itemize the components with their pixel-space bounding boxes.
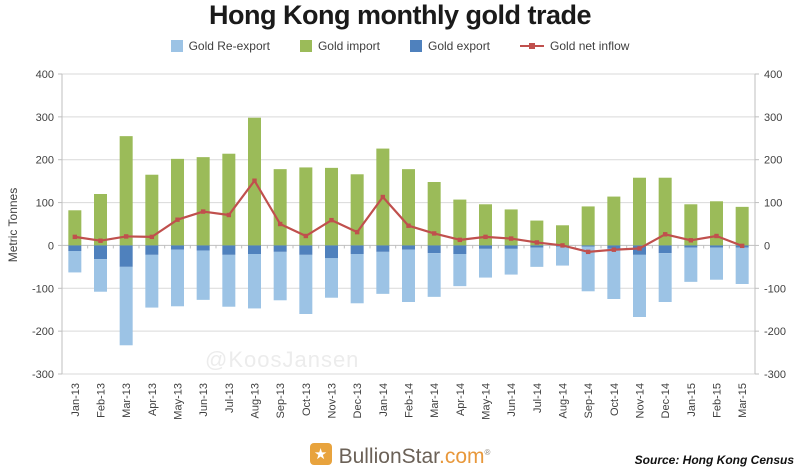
- svg-text:May-13: May-13: [173, 383, 185, 420]
- svg-text:Mar-13: Mar-13: [121, 383, 133, 418]
- svg-text:-100: -100: [764, 283, 786, 295]
- svg-text:Jan-13: Jan-13: [70, 383, 82, 417]
- svg-text:Feb-15: Feb-15: [712, 383, 724, 418]
- svg-text:Mar-14: Mar-14: [429, 383, 441, 418]
- svg-text:-100: -100: [32, 283, 54, 295]
- svg-text:-300: -300: [764, 369, 786, 381]
- svg-text:Sep-14: Sep-14: [583, 383, 595, 418]
- svg-text:Mar-15: Mar-15: [737, 383, 749, 418]
- bullionstar-star-icon: ★: [309, 443, 332, 465]
- svg-text:Jun-13: Jun-13: [198, 383, 210, 417]
- brand-registered-mark: ®: [484, 448, 491, 457]
- svg-text:300: 300: [36, 112, 54, 124]
- legend-label-re-export: Gold Re-export: [188, 39, 270, 53]
- svg-text:Apr-13: Apr-13: [147, 383, 159, 416]
- legend-label-net-inflow: Gold net inflow: [550, 39, 630, 53]
- svg-text:300: 300: [764, 112, 782, 124]
- legend: Gold Re-export Gold import Gold export G…: [0, 39, 800, 53]
- svg-text:Nov-13: Nov-13: [327, 383, 339, 418]
- bullionstar-logo: ★ BullionStar.com®: [309, 442, 491, 468]
- footer-brand: ★ BullionStar.com®: [0, 442, 800, 468]
- svg-text:400: 400: [764, 69, 782, 81]
- svg-text:400: 400: [36, 69, 54, 81]
- source-note: Source: Hong Kong Census: [634, 453, 794, 467]
- svg-text:Dec-13: Dec-13: [352, 383, 364, 418]
- legend-label-import: Gold import: [317, 39, 380, 53]
- svg-text:Apr-14: Apr-14: [455, 383, 467, 416]
- svg-text:-200: -200: [32, 326, 54, 338]
- chart-title: Hong Kong monthly gold trade: [209, 0, 591, 30]
- svg-text:-300: -300: [32, 369, 54, 381]
- svg-text:Jul-13: Jul-13: [224, 383, 236, 413]
- svg-text:100: 100: [764, 198, 782, 210]
- net-inflow-line-icon: [520, 40, 545, 52]
- svg-text:Feb-13: Feb-13: [96, 383, 108, 418]
- re-export-swatch-icon: [170, 40, 183, 52]
- svg-text:Aug-13: Aug-13: [250, 383, 262, 418]
- svg-text:Jul-14: Jul-14: [532, 383, 544, 413]
- watermark: @KoosJansen: [205, 347, 360, 372]
- svg-text:Jan-15: Jan-15: [686, 383, 698, 417]
- brand-tld-text: .com: [438, 445, 485, 468]
- legend-item-import: Gold import: [299, 39, 380, 53]
- svg-text:100: 100: [36, 198, 54, 210]
- svg-text:0: 0: [764, 240, 770, 252]
- svg-text:Nov-14: Nov-14: [635, 383, 647, 418]
- import-swatch-icon: [299, 40, 312, 52]
- svg-text:200: 200: [764, 155, 782, 167]
- svg-text:Jun-14: Jun-14: [506, 383, 518, 417]
- legend-item-net-inflow: Gold net inflow: [520, 39, 629, 53]
- svg-text:-200: -200: [764, 326, 786, 338]
- svg-text:200: 200: [36, 155, 54, 167]
- svg-text:Sep-13: Sep-13: [275, 383, 287, 418]
- svg-text:Dec-14: Dec-14: [660, 383, 672, 418]
- legend-label-export: Gold export: [427, 39, 491, 53]
- svg-text:Feb-14: Feb-14: [404, 383, 416, 418]
- svg-text:Aug-14: Aug-14: [558, 383, 570, 418]
- svg-text:0: 0: [48, 240, 54, 252]
- svg-text:Oct-13: Oct-13: [301, 383, 313, 416]
- svg-text:Oct-14: Oct-14: [609, 383, 621, 416]
- legend-item-export: Gold export: [409, 39, 491, 53]
- brand-name-text: BullionStar: [338, 445, 439, 468]
- bullionstar-wordmark: BullionStar.com®: [339, 442, 491, 468]
- svg-text:May-14: May-14: [481, 383, 493, 420]
- y-axis-title: Metric Tonnes: [6, 187, 20, 263]
- export-swatch-icon: [409, 40, 422, 52]
- svg-text:Jan-14: Jan-14: [378, 383, 390, 417]
- legend-item-re-export: Gold Re-export: [170, 39, 270, 53]
